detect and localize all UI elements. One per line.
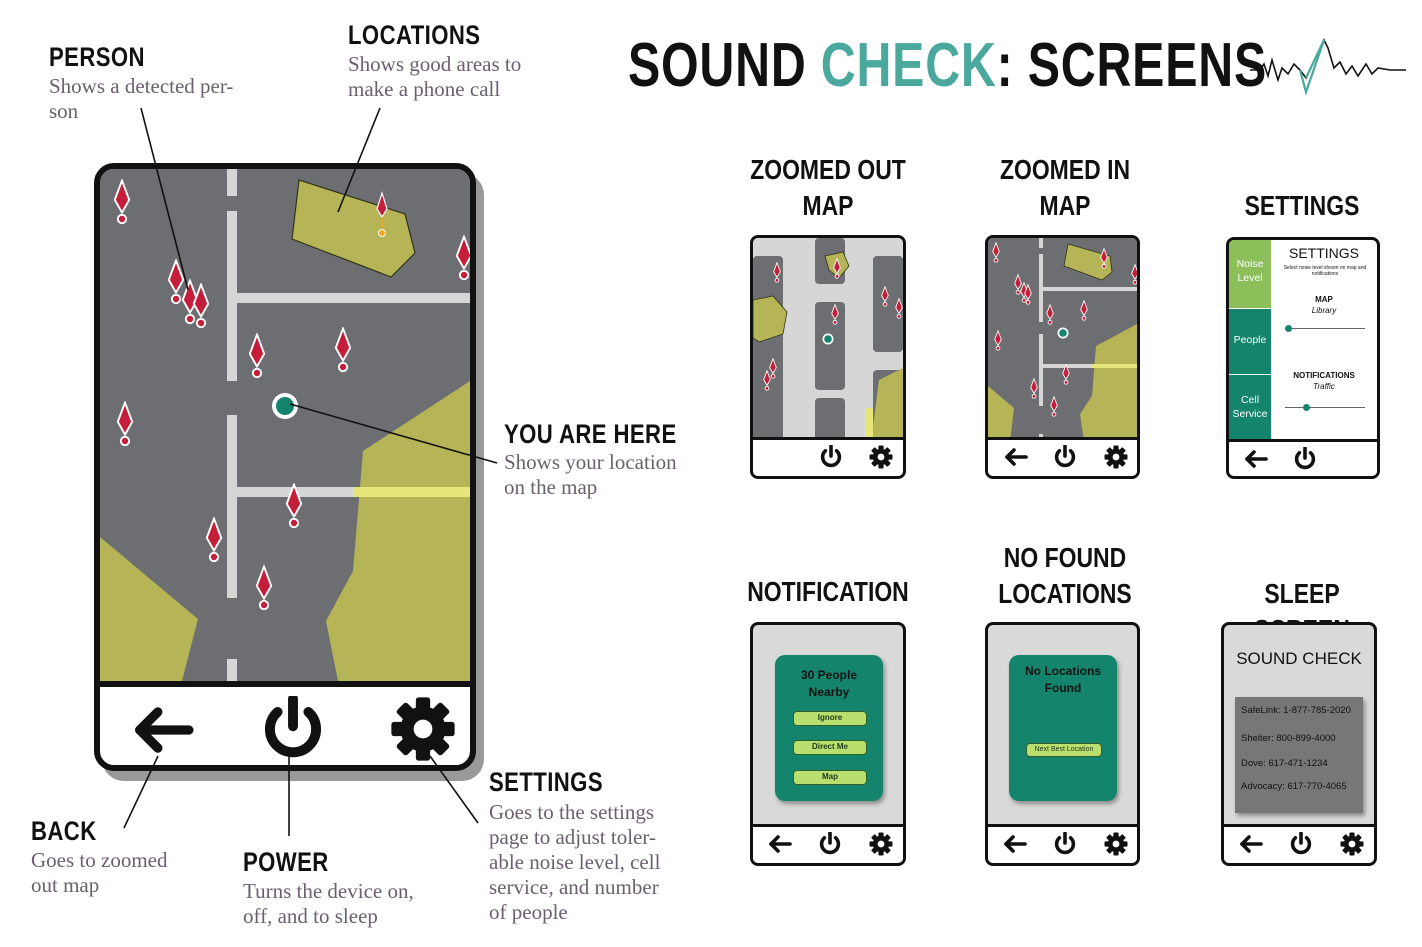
main-map[interactable] [100,169,470,681]
nav-bar [1229,439,1377,476]
you-are-here-desc: Shows your location on the map [504,450,677,499]
back-desc: Goes to zoomed out map [31,848,168,897]
settings-heading: SETTINGS [1288,245,1359,261]
notifications-slider[interactable] [1285,404,1365,411]
location-zone [100,537,198,681]
back-label: BACK [31,816,97,846]
settings-tab-label: Noise Level [1236,258,1264,284]
map-value: Library [1311,306,1337,315]
contact-item: Dove: 617-471-1234 [1241,758,1328,769]
notifications-label: NOTIFICATIONS [1293,371,1355,380]
map-slider-thumb[interactable] [1285,325,1292,332]
sleep-title: SOUND CHECK [1236,649,1362,668]
map-label: MAP [1315,295,1333,304]
zoomed-in-map[interactable] [988,238,1137,442]
next-best-location-button[interactable]: Next Best Location [1026,743,1102,757]
map-button[interactable]: Map [793,770,867,785]
no-found-title: No Locations Found [1024,664,1101,695]
locations-desc: Shows good areas to make a phone call [348,52,522,101]
gear-icon[interactable] [1104,832,1128,856]
phone-no-found: No Locations Found Next Best Location [985,622,1140,866]
screen-title-zoomed-in: ZOOMED IN MAP [999,154,1131,221]
screen-title-settings: SETTINGS [1244,190,1360,221]
notifications-slider-thumb[interactable] [1303,404,1311,411]
settings-tab-label: People [1233,334,1267,346]
you-are-here-label: YOU ARE HERE [504,419,677,449]
power-icon[interactable] [1053,445,1077,469]
settings-subheading: Select noise level shown on map and noti… [1283,265,1367,277]
contacts-card: SafeLink: 1-877-785-2020 Shelter: 800-89… [1235,697,1363,813]
notification-title: 30 People Nearby [800,668,858,699]
back-arrow-icon[interactable] [1003,832,1027,856]
back-arrow-icon[interactable] [1239,832,1263,856]
phone-zoomed-in [985,235,1140,479]
gear-icon[interactable] [869,445,893,469]
nav-bar [988,437,1137,476]
back-arrow-icon[interactable] [1244,447,1268,471]
direct-me-button[interactable]: Direct Me [793,740,867,755]
nav-bar [1224,824,1374,863]
contact-item: SafeLink: 1-877-785-2020 [1241,705,1351,716]
contact-item: Shelter: 800-899-4000 [1241,733,1336,744]
screen-title-zoomed-out: ZOOMED OUT MAP [750,154,906,221]
title-part-check: CHECK [820,31,997,100]
nav-bar [753,437,903,476]
contact-item: Advocacy: 617-770-4065 [1241,781,1347,792]
you-are-here-icon [272,393,298,419]
nav-bar [988,824,1137,863]
title-part-screens: : SCREENS [996,31,1267,100]
settings-label: SETTINGS [489,767,603,797]
title-part-sound: SOUND [628,31,821,100]
nav-bar [753,824,903,863]
back-arrow-icon[interactable] [132,699,194,761]
ignore-button[interactable]: Ignore [793,711,867,726]
settings-desc: Goes to the settings page to adjust toler… [489,800,661,924]
back-arrow-icon[interactable] [1004,445,1028,469]
person-label: PERSON [49,42,145,72]
back-arrow-icon[interactable] [768,832,792,856]
nav-divider [100,681,470,687]
main-phone [94,163,476,771]
power-icon[interactable] [818,832,842,856]
power-desc: Turns the device on, off, and to sleep [243,879,414,928]
page-title: SOUND CHECK: SCREENS [628,30,1267,101]
map-slider[interactable] [1285,325,1365,332]
gear-icon[interactable] [869,832,893,856]
settings-tab-people[interactable]: People [1229,309,1271,374]
power-icon[interactable] [1293,447,1317,471]
gear-icon[interactable] [1340,832,1364,856]
power-icon[interactable] [260,696,326,762]
phone-zoomed-out [750,235,906,479]
power-icon[interactable] [1053,832,1077,856]
notifications-value: Traffic [1313,382,1335,391]
power-icon[interactable] [819,445,843,469]
notification-card: 30 People Nearby Ignore Direct Me Map [775,655,883,801]
screen-title-notification: NOTIFICATION [747,576,909,607]
settings-tab-cell[interactable]: Cell Service [1229,375,1271,443]
person-desc: Shows a detected per-son [49,74,234,123]
power-label: POWER [243,847,329,877]
locations-label: LOCATIONS [348,20,481,50]
screen-title-no-found: NO FOUND LOCATIONS [998,542,1132,609]
settings-tab-noise[interactable]: Noise Level [1229,240,1271,308]
gear-icon[interactable] [390,696,456,762]
settings-tab-label: Cell Service [1232,394,1268,420]
power-icon[interactable] [1289,832,1313,856]
no-found-card: No Locations Found Next Best Location [1009,655,1117,801]
phone-notification: 30 People Nearby Ignore Direct Me Map [750,622,906,866]
phone-sleep: SOUND CHECK SafeLink: 1-877-785-2020 She… [1221,622,1377,866]
phone-settings: Noise Level People Cell Service SETTINGS… [1226,237,1380,479]
gear-icon[interactable] [1104,445,1128,469]
waveform-icon [1250,38,1406,96]
zoomed-out-map[interactable] [753,238,903,442]
